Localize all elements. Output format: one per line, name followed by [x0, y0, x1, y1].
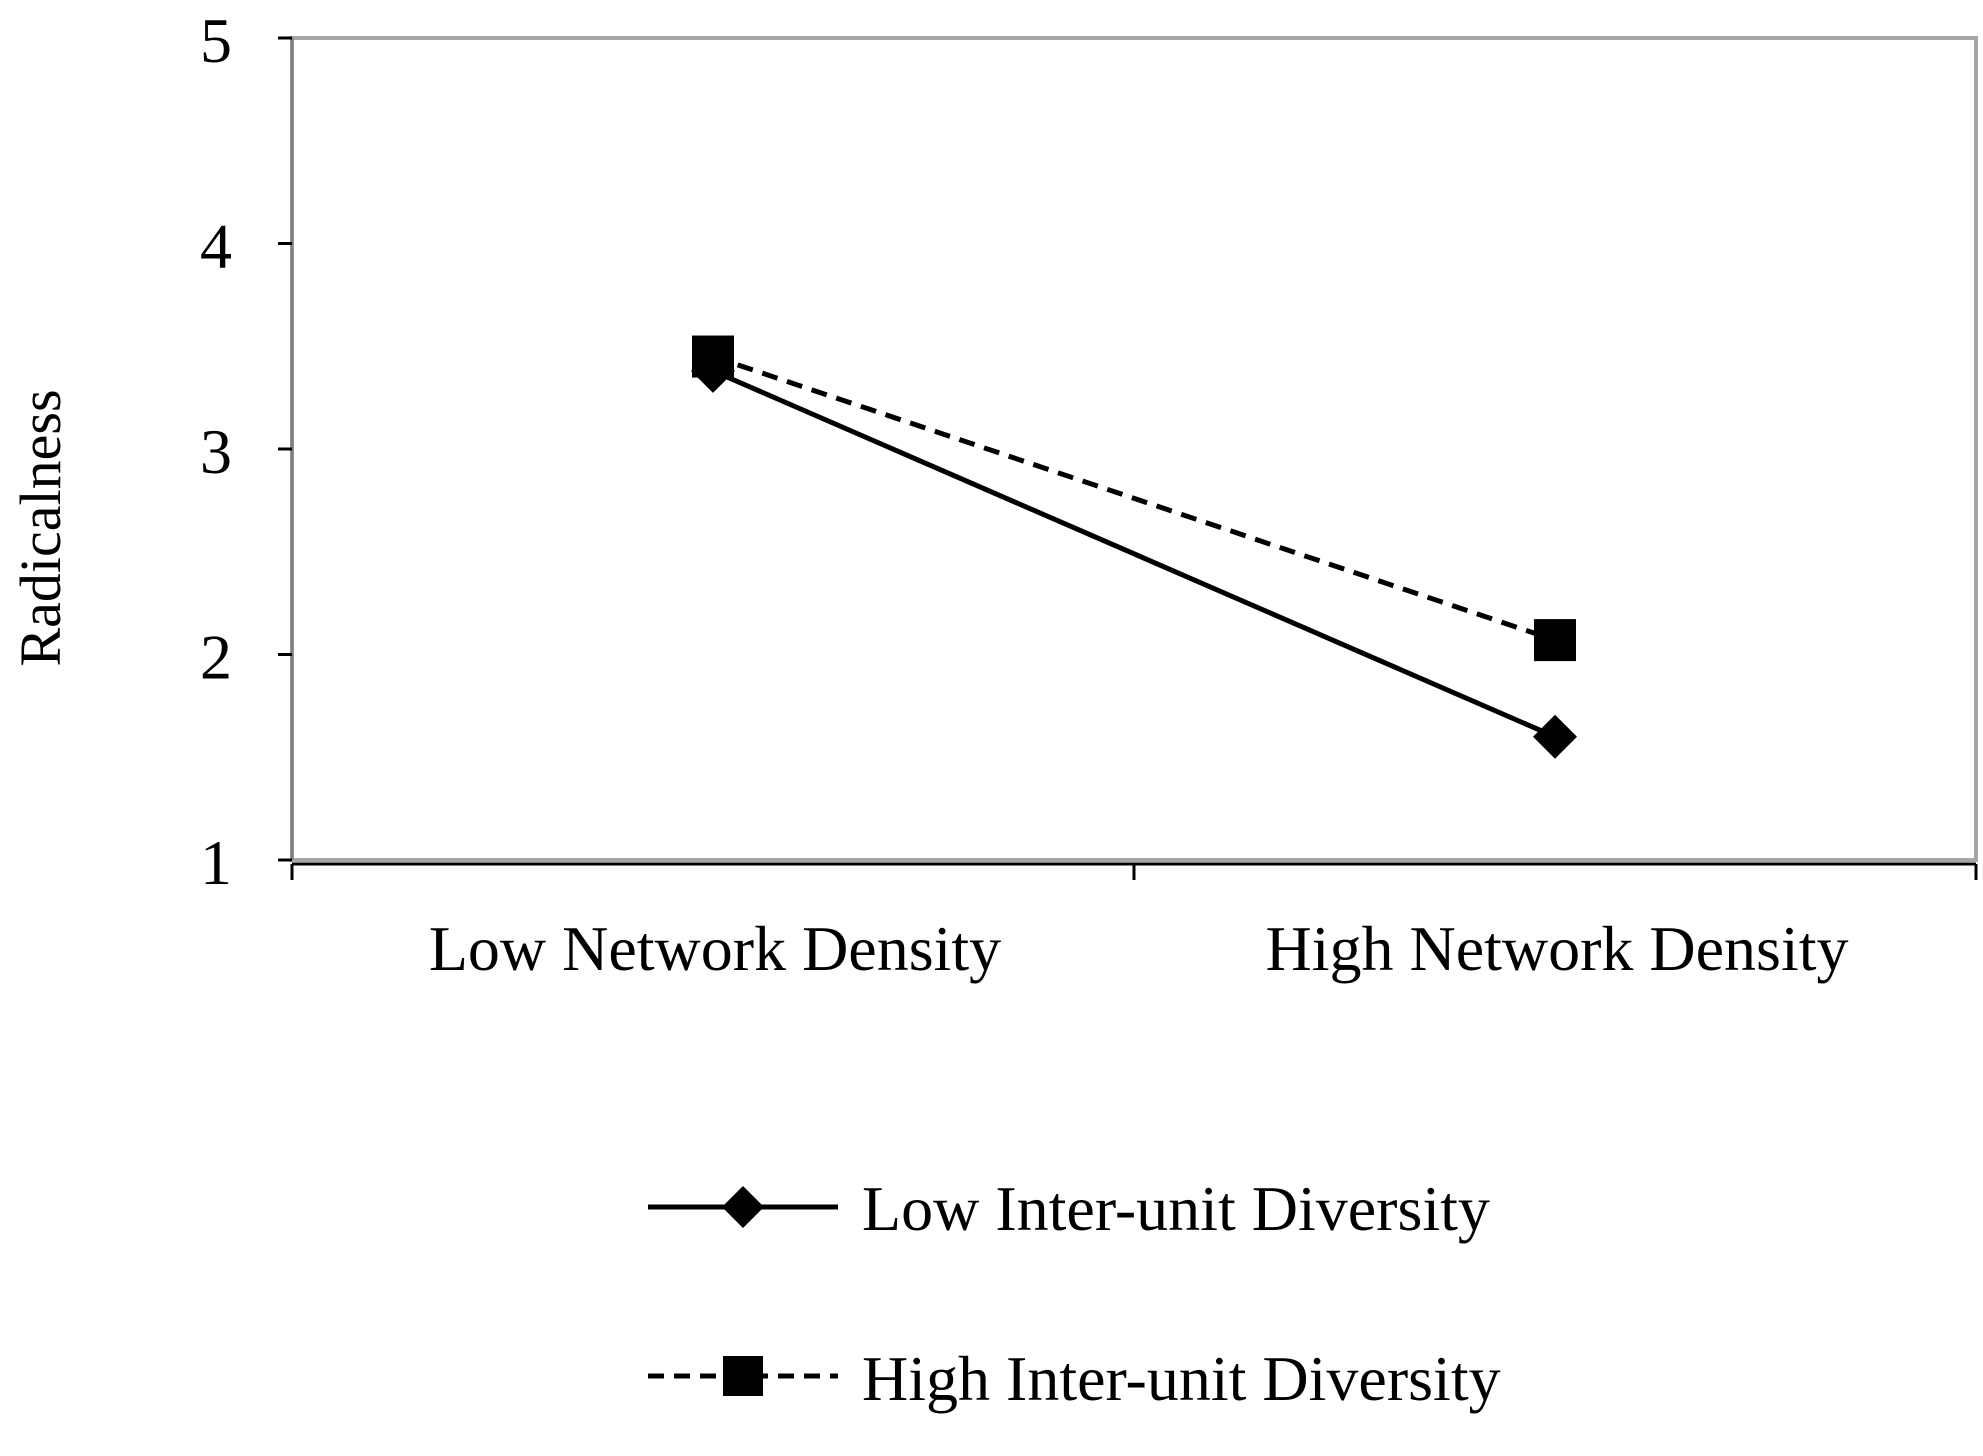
x-tick-label: High Network Density	[1265, 913, 1848, 984]
y-axis-ticks: 1 2 3 4 5	[200, 5, 292, 898]
x-tick-label: Low Network Density	[429, 913, 1001, 984]
legend-label-high-inter-unit-diversity: High Inter-unit Diversity	[862, 1343, 1501, 1414]
square-marker-icon	[723, 1356, 763, 1396]
y-tick-label: 5	[200, 5, 232, 76]
data-point-diamond	[1533, 714, 1577, 759]
diamond-marker-icon	[722, 1186, 764, 1228]
plot-area	[290, 36, 1978, 862]
legend-label-low-inter-unit-diversity: Low Inter-unit Diversity	[862, 1173, 1490, 1244]
y-tick-label: 3	[200, 416, 232, 487]
legend-item-high-inter-unit-diversity: High Inter-unit Diversity	[648, 1343, 1501, 1414]
y-tick-label: 1	[200, 827, 232, 898]
data-point-square	[1534, 619, 1576, 662]
y-tick-label: 4	[200, 211, 232, 282]
legend-item-low-inter-unit-diversity: Low Inter-unit Diversity	[648, 1173, 1490, 1244]
data-point-square	[692, 335, 734, 378]
series-layer	[691, 335, 1577, 759]
series-1	[692, 335, 1576, 662]
legend: Low Inter-unit Diversity High Inter-unit…	[648, 1173, 1501, 1414]
x-axis-ticks: Low Network Density High Network Density	[290, 864, 1978, 984]
series-line	[712, 354, 1556, 643]
y-tick-label: 2	[200, 622, 232, 693]
series-line	[712, 368, 1556, 739]
y-axis-label: Radicalness	[8, 389, 73, 666]
